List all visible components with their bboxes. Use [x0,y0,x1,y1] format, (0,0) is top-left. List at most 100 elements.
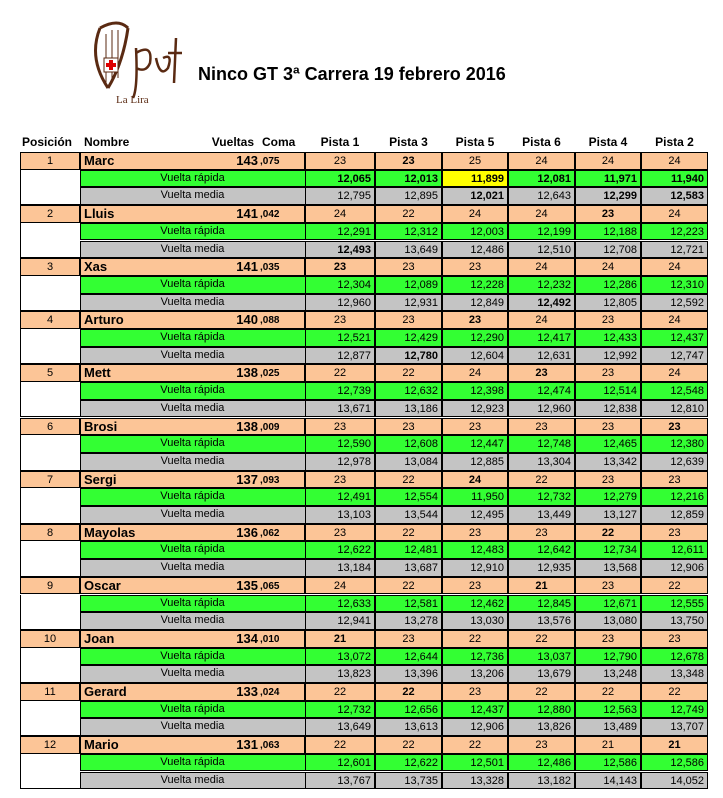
fast-time: 12,065 [305,169,375,188]
avg-label: Vuelta media [160,295,225,308]
laps: 143 [236,153,258,168]
fast-time: 12,417 [508,329,575,347]
position-blank [20,222,80,259]
column-header: Nombre [84,135,130,149]
position-cell: 6 [20,417,80,436]
driver-name: Arturo [84,312,124,328]
avg-time: 13,576 [508,612,575,630]
track-laps: 23 [375,629,442,648]
avg-time: 12,906 [641,559,708,577]
fast-time: 11,899 [442,169,508,188]
track-laps: 23 [442,523,508,542]
fast-time: 11,950 [442,488,508,506]
column-header: Vueltas [211,135,254,149]
track-laps: 23 [375,311,442,329]
avg-time: 13,186 [375,399,442,418]
driver-name: Gerard [84,684,127,699]
position-cell: 10 [20,629,80,648]
fast-time: 13,072 [305,647,375,666]
track-laps: 22 [305,364,375,383]
fast-time: 12,563 [575,700,641,719]
track-laps: 24 [641,258,708,276]
track-laps: 22 [305,683,375,701]
fast-time: 12,199 [508,222,575,241]
fast-time: 12,003 [442,222,508,241]
laps: 134 [236,630,258,646]
avg-time: 12,721 [641,240,708,259]
fast-time: 12,622 [305,541,375,560]
track-laps: 24 [442,205,508,223]
avg-time: 12,885 [442,452,508,471]
column-header: Pista 2 [655,135,694,149]
avg-time: 13,342 [575,452,641,471]
avg-time: 13,304 [508,452,575,471]
fast-label: Vuelta rápida [160,277,225,290]
fast-time: 12,223 [641,222,708,241]
fast-time: 12,608 [375,435,442,453]
avg-time: 13,489 [575,718,641,737]
track-laps: 24 [508,311,575,329]
avg-time: 13,544 [375,506,442,524]
driver-name: Mett [84,365,111,381]
fast-time: 12,632 [375,382,442,400]
avg-time: 12,877 [305,346,375,365]
driver-name: Mayolas [84,524,136,540]
avg-label: Vuelta media [160,348,225,361]
driver-row [80,576,305,595]
avg-time: 12,493 [305,240,375,259]
driver-name: Lluis [84,206,115,222]
driver-row [80,205,305,223]
position-blank [20,435,80,471]
position-cell: 2 [20,205,80,223]
fast-time: 12,748 [508,435,575,453]
driver-row [80,629,305,648]
fast-label: Vuelta rápida [160,755,225,768]
laps: 138 [236,365,258,381]
avg-time: 13,182 [508,771,575,790]
laps-decimal: ,065 [260,580,280,592]
track-laps: 23 [641,417,708,436]
avg-label: Vuelta media [160,242,225,255]
avg-time: 13,671 [305,399,375,418]
avg-time: 12,978 [305,452,375,471]
laps: 137 [236,471,258,487]
track-laps: 21 [508,576,575,595]
driver-row [80,523,305,542]
track-laps: 23 [442,311,508,329]
avg-label: Vuelta media [160,667,225,680]
avg-label: Vuelta media [160,454,225,467]
fast-time: 12,291 [305,222,375,241]
laps-decimal: ,042 [260,209,280,221]
avg-time: 12,810 [641,399,708,418]
position-blank [20,275,80,312]
driver-row [80,417,305,436]
track-laps: 23 [375,152,442,170]
fast-time: 12,398 [442,382,508,400]
track-laps: 23 [442,576,508,595]
track-laps: 23 [575,417,641,436]
avg-label: Vuelta media [160,614,225,627]
laps: 136 [236,524,258,540]
avg-time: 12,747 [641,346,708,365]
position-cell: 9 [20,576,80,595]
position-blank [20,594,80,630]
track-laps: 22 [508,683,575,701]
avg-time: 13,248 [575,665,641,683]
track-laps: 22 [375,576,442,595]
track-laps: 23 [641,470,708,489]
track-laps: 23 [508,523,575,542]
position-cell: 3 [20,258,80,276]
fast-label: Vuelta rápida [160,649,225,662]
track-laps: 22 [641,576,708,595]
fast-time: 12,642 [508,541,575,560]
avg-time: 12,604 [442,346,508,365]
avg-time: 12,935 [508,559,575,577]
column-header: Posición [22,135,73,149]
driver-row [80,736,305,754]
avg-time: 12,583 [641,187,708,206]
fast-time: 12,586 [575,753,641,772]
track-laps: 24 [508,152,575,170]
fast-time: 12,633 [305,594,375,613]
position-blank [20,647,80,683]
